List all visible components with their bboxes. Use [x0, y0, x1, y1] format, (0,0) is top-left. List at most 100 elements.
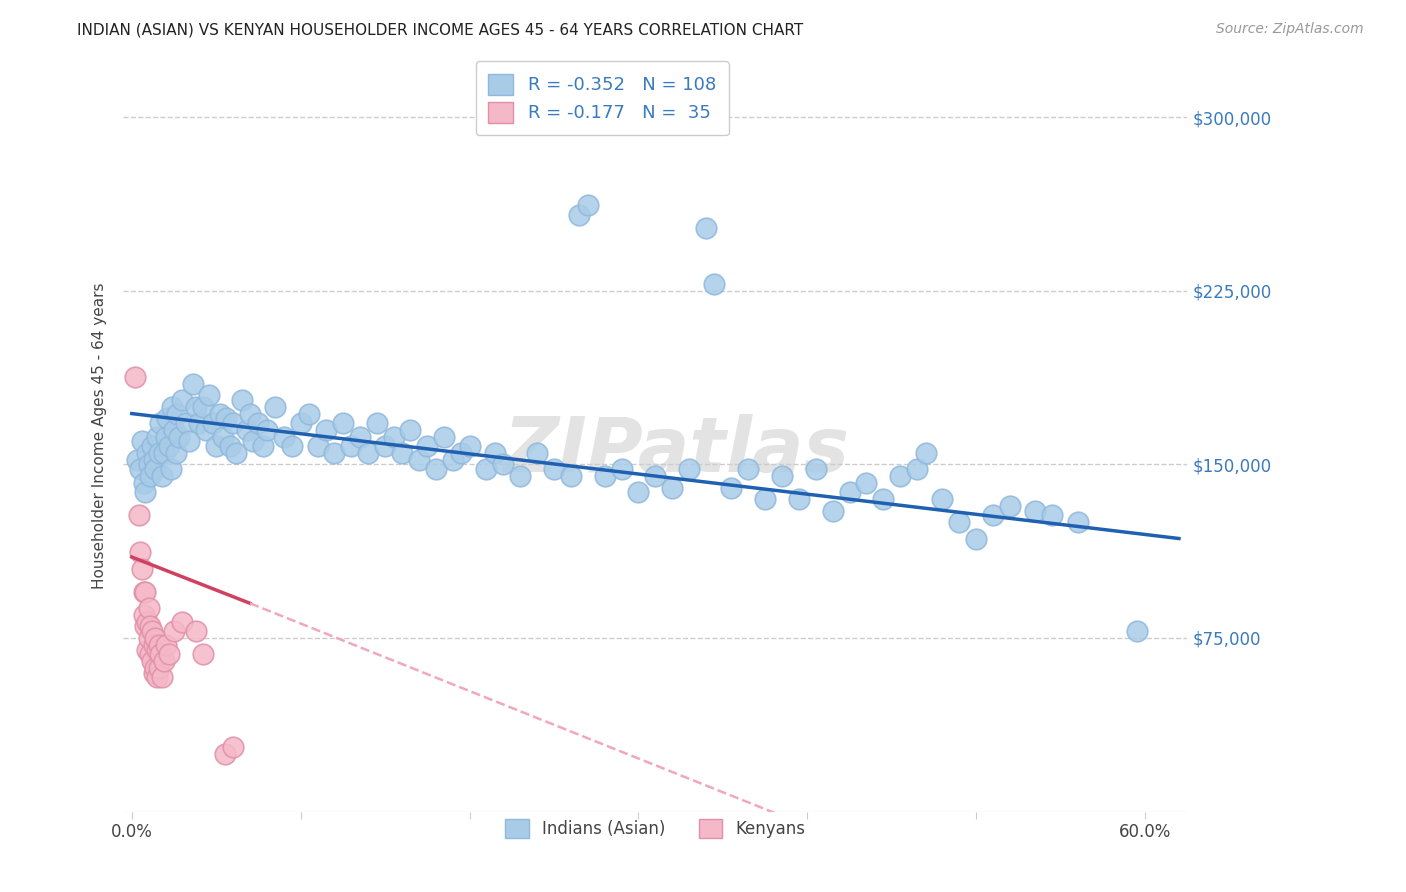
Point: [222, 416, 245, 430]
Point: [131, 561, 153, 575]
Point: [136, 446, 159, 460]
Point: [281, 439, 304, 453]
Point: [298, 407, 321, 421]
Point: [408, 453, 430, 467]
Point: [543, 462, 565, 476]
Point: [145, 661, 167, 675]
Point: [157, 647, 180, 661]
Point: [159, 462, 181, 476]
Point: [593, 469, 616, 483]
Point: [560, 469, 582, 483]
Point: [156, 411, 179, 425]
Point: [1040, 508, 1063, 523]
Point: [458, 439, 481, 453]
Y-axis label: Householder Income Ages 45 - 64 years: Householder Income Ages 45 - 64 years: [93, 282, 107, 589]
Point: [433, 430, 456, 444]
Point: [157, 439, 180, 453]
Point: [576, 198, 599, 212]
Point: [678, 462, 700, 476]
Point: [391, 446, 413, 460]
Point: [132, 475, 155, 490]
Point: [132, 607, 155, 622]
Point: [138, 458, 160, 472]
Point: [134, 485, 156, 500]
Point: [150, 469, 173, 483]
Point: [188, 416, 211, 430]
Point: [128, 508, 150, 523]
Point: [695, 221, 717, 235]
Point: [610, 462, 633, 476]
Text: ZIPatlas: ZIPatlas: [503, 414, 849, 488]
Point: [770, 469, 793, 483]
Point: [475, 462, 498, 476]
Point: [215, 411, 238, 425]
Point: [838, 485, 860, 500]
Point: [172, 392, 194, 407]
Point: [526, 446, 548, 460]
Point: [145, 462, 167, 476]
Point: [214, 747, 236, 761]
Point: [205, 439, 228, 453]
Point: [1066, 516, 1088, 530]
Point: [1024, 504, 1046, 518]
Text: INDIAN (ASIAN) VS KENYAN HOUSEHOLDER INCOME AGES 45 - 64 YEARS CORRELATION CHART: INDIAN (ASIAN) VS KENYAN HOUSEHOLDER INC…: [77, 22, 804, 37]
Point: [382, 430, 405, 444]
Point: [231, 392, 253, 407]
Point: [184, 400, 207, 414]
Point: [720, 481, 742, 495]
Point: [484, 446, 506, 460]
Point: [146, 642, 169, 657]
Point: [218, 439, 240, 453]
Point: [198, 388, 221, 402]
Point: [399, 423, 422, 437]
Point: [804, 462, 827, 476]
Point: [661, 481, 683, 495]
Point: [568, 208, 591, 222]
Point: [509, 469, 531, 483]
Point: [174, 416, 197, 430]
Point: [129, 462, 152, 476]
Point: [256, 423, 278, 437]
Point: [225, 446, 247, 460]
Point: [141, 624, 163, 638]
Point: [139, 619, 162, 633]
Point: [142, 453, 165, 467]
Point: [315, 423, 337, 437]
Point: [181, 376, 204, 391]
Point: [136, 615, 159, 629]
Point: [787, 492, 810, 507]
Point: [134, 584, 156, 599]
Point: [131, 434, 153, 449]
Point: [998, 499, 1021, 513]
Point: [195, 423, 218, 437]
Point: [150, 670, 173, 684]
Point: [340, 439, 363, 453]
Point: [132, 584, 155, 599]
Point: [163, 423, 186, 437]
Point: [155, 430, 177, 444]
Point: [332, 416, 354, 430]
Legend: Indians (Asian), Kenyans: Indians (Asian), Kenyans: [499, 812, 813, 845]
Point: [142, 638, 165, 652]
Point: [191, 647, 214, 661]
Point: [627, 485, 650, 500]
Point: [252, 439, 274, 453]
Point: [307, 439, 329, 453]
Point: [290, 416, 312, 430]
Point: [153, 446, 176, 460]
Point: [139, 469, 162, 483]
Point: [149, 416, 172, 430]
Point: [273, 430, 295, 444]
Point: [644, 469, 666, 483]
Point: [148, 638, 170, 652]
Point: [247, 416, 270, 430]
Point: [914, 446, 936, 460]
Point: [1125, 624, 1147, 638]
Point: [821, 504, 844, 518]
Point: [703, 277, 725, 291]
Point: [141, 439, 163, 453]
Point: [349, 430, 371, 444]
Point: [323, 446, 346, 460]
Point: [162, 400, 184, 414]
Point: [201, 416, 224, 430]
